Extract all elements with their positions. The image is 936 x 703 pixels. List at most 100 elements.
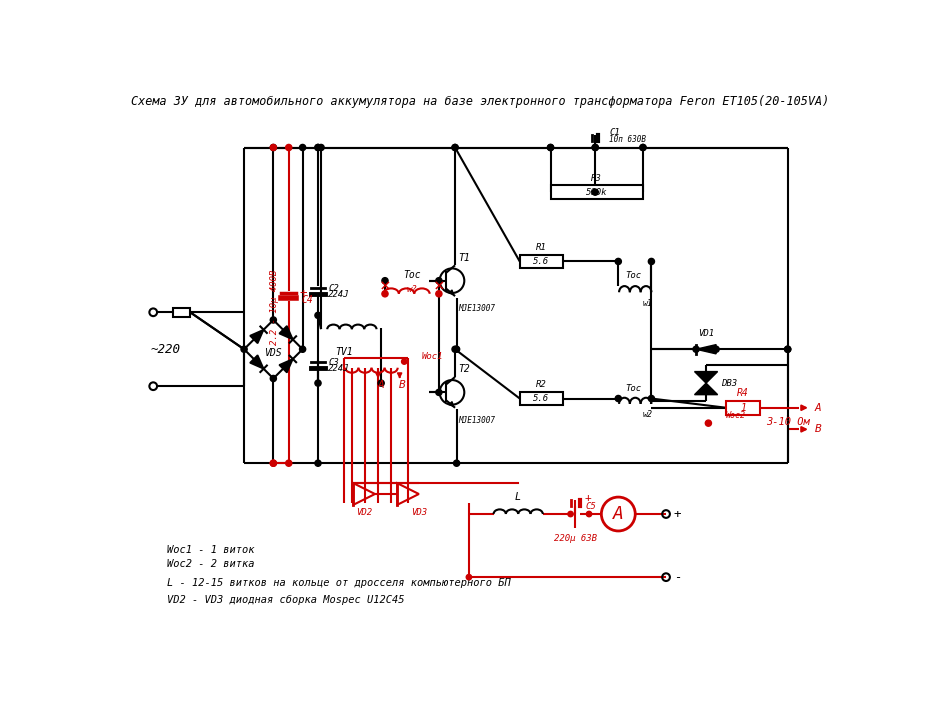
Text: C1: C1 xyxy=(609,128,620,136)
Text: Toc: Toc xyxy=(403,269,421,280)
Circle shape xyxy=(271,144,276,150)
Circle shape xyxy=(318,144,324,150)
Circle shape xyxy=(713,346,719,352)
Circle shape xyxy=(452,346,458,352)
Circle shape xyxy=(271,317,276,323)
Text: B: B xyxy=(400,380,406,389)
Circle shape xyxy=(548,144,553,150)
Circle shape xyxy=(592,144,598,150)
Text: 1: 1 xyxy=(740,403,746,413)
Circle shape xyxy=(436,291,442,297)
Text: Toc: Toc xyxy=(625,384,642,393)
Circle shape xyxy=(382,278,388,284)
Circle shape xyxy=(649,396,654,401)
Circle shape xyxy=(285,460,292,466)
Circle shape xyxy=(436,389,442,396)
Text: R2: R2 xyxy=(536,380,547,389)
Text: Woc2: Woc2 xyxy=(726,411,746,420)
Text: R3: R3 xyxy=(592,174,602,183)
Text: L - 12-15 витков на кольце от дросселя компьютерного БП: L - 12-15 витков на кольце от дросселя к… xyxy=(168,579,511,588)
Text: B: B xyxy=(814,425,822,434)
Text: A: A xyxy=(613,505,623,523)
Text: 220µ 63В: 220µ 63В xyxy=(554,534,596,543)
Text: ×: × xyxy=(433,277,445,295)
Polygon shape xyxy=(695,372,718,383)
Circle shape xyxy=(314,380,321,386)
Circle shape xyxy=(615,259,622,264)
Circle shape xyxy=(640,144,646,150)
Circle shape xyxy=(314,144,321,150)
Text: TV1: TV1 xyxy=(335,347,353,357)
Text: R4: R4 xyxy=(738,388,749,398)
Circle shape xyxy=(271,144,276,150)
Text: L: L xyxy=(515,492,521,502)
Circle shape xyxy=(649,259,654,264)
Circle shape xyxy=(784,346,791,352)
Text: Toc: Toc xyxy=(625,271,642,280)
Text: VD1: VD1 xyxy=(698,329,714,338)
Text: T1: T1 xyxy=(458,252,470,263)
Text: Woc2 - 2 витка: Woc2 - 2 витка xyxy=(168,559,255,569)
Text: ~220: ~220 xyxy=(150,343,180,356)
Text: R1: R1 xyxy=(536,243,547,252)
Bar xyxy=(519,254,563,269)
Text: MJE13007: MJE13007 xyxy=(458,415,495,425)
Circle shape xyxy=(693,346,699,352)
Text: VDS: VDS xyxy=(265,348,282,358)
Text: VD2 - VD3 диодная сборка Mospec U12C45: VD2 - VD3 диодная сборка Mospec U12C45 xyxy=(168,595,404,605)
Text: 3-10 Ом: 3-10 Ом xyxy=(767,417,810,427)
Circle shape xyxy=(300,144,306,150)
Text: 560k: 560k xyxy=(586,188,607,197)
Polygon shape xyxy=(696,344,716,354)
Text: C2: C2 xyxy=(328,284,339,293)
Text: VD3: VD3 xyxy=(411,508,427,517)
Text: 224J: 224J xyxy=(328,364,349,373)
Circle shape xyxy=(466,574,472,580)
Text: w?: w? xyxy=(406,285,417,295)
Polygon shape xyxy=(250,355,264,369)
Circle shape xyxy=(615,396,622,401)
Text: -: - xyxy=(674,571,681,583)
Text: +: + xyxy=(674,508,681,520)
Text: 10п 630В: 10п 630В xyxy=(609,135,646,144)
Circle shape xyxy=(241,346,247,352)
Circle shape xyxy=(314,144,321,150)
Text: w1: w1 xyxy=(643,299,653,307)
Text: +: + xyxy=(300,287,307,299)
Text: C5: C5 xyxy=(586,502,597,511)
Circle shape xyxy=(436,278,442,284)
Text: A: A xyxy=(378,380,385,389)
Text: 2.2 - 10µ 400В: 2.2 - 10µ 400В xyxy=(271,270,279,345)
Circle shape xyxy=(586,511,592,517)
Text: MJE13007: MJE13007 xyxy=(458,304,495,313)
Circle shape xyxy=(568,511,573,517)
Circle shape xyxy=(300,346,306,352)
Circle shape xyxy=(314,460,321,466)
Circle shape xyxy=(382,291,388,297)
Circle shape xyxy=(402,359,407,364)
Text: VD2: VD2 xyxy=(356,508,373,517)
Text: Схема ЗУ для автомобильного аккумулятора на базе электронного трансформатора Fer: Схема ЗУ для автомобильного аккумулятора… xyxy=(131,95,828,108)
Text: DB3: DB3 xyxy=(722,379,738,387)
Circle shape xyxy=(454,346,460,352)
Circle shape xyxy=(285,144,292,150)
Bar xyxy=(173,308,190,317)
Bar xyxy=(550,185,643,199)
Bar xyxy=(726,401,760,415)
Text: 224J: 224J xyxy=(328,290,349,299)
Bar xyxy=(519,392,563,406)
Circle shape xyxy=(784,346,791,352)
Circle shape xyxy=(314,312,321,318)
Circle shape xyxy=(592,144,598,150)
Text: 5.6: 5.6 xyxy=(534,257,549,266)
Text: C4: C4 xyxy=(301,295,313,305)
Circle shape xyxy=(452,144,458,150)
Text: Woc1: Woc1 xyxy=(421,352,443,361)
Text: +: + xyxy=(584,494,592,503)
Text: A: A xyxy=(814,403,822,413)
Circle shape xyxy=(378,380,384,386)
Polygon shape xyxy=(279,326,293,340)
Text: ×: × xyxy=(380,277,390,295)
Polygon shape xyxy=(279,359,293,373)
Circle shape xyxy=(454,460,460,466)
